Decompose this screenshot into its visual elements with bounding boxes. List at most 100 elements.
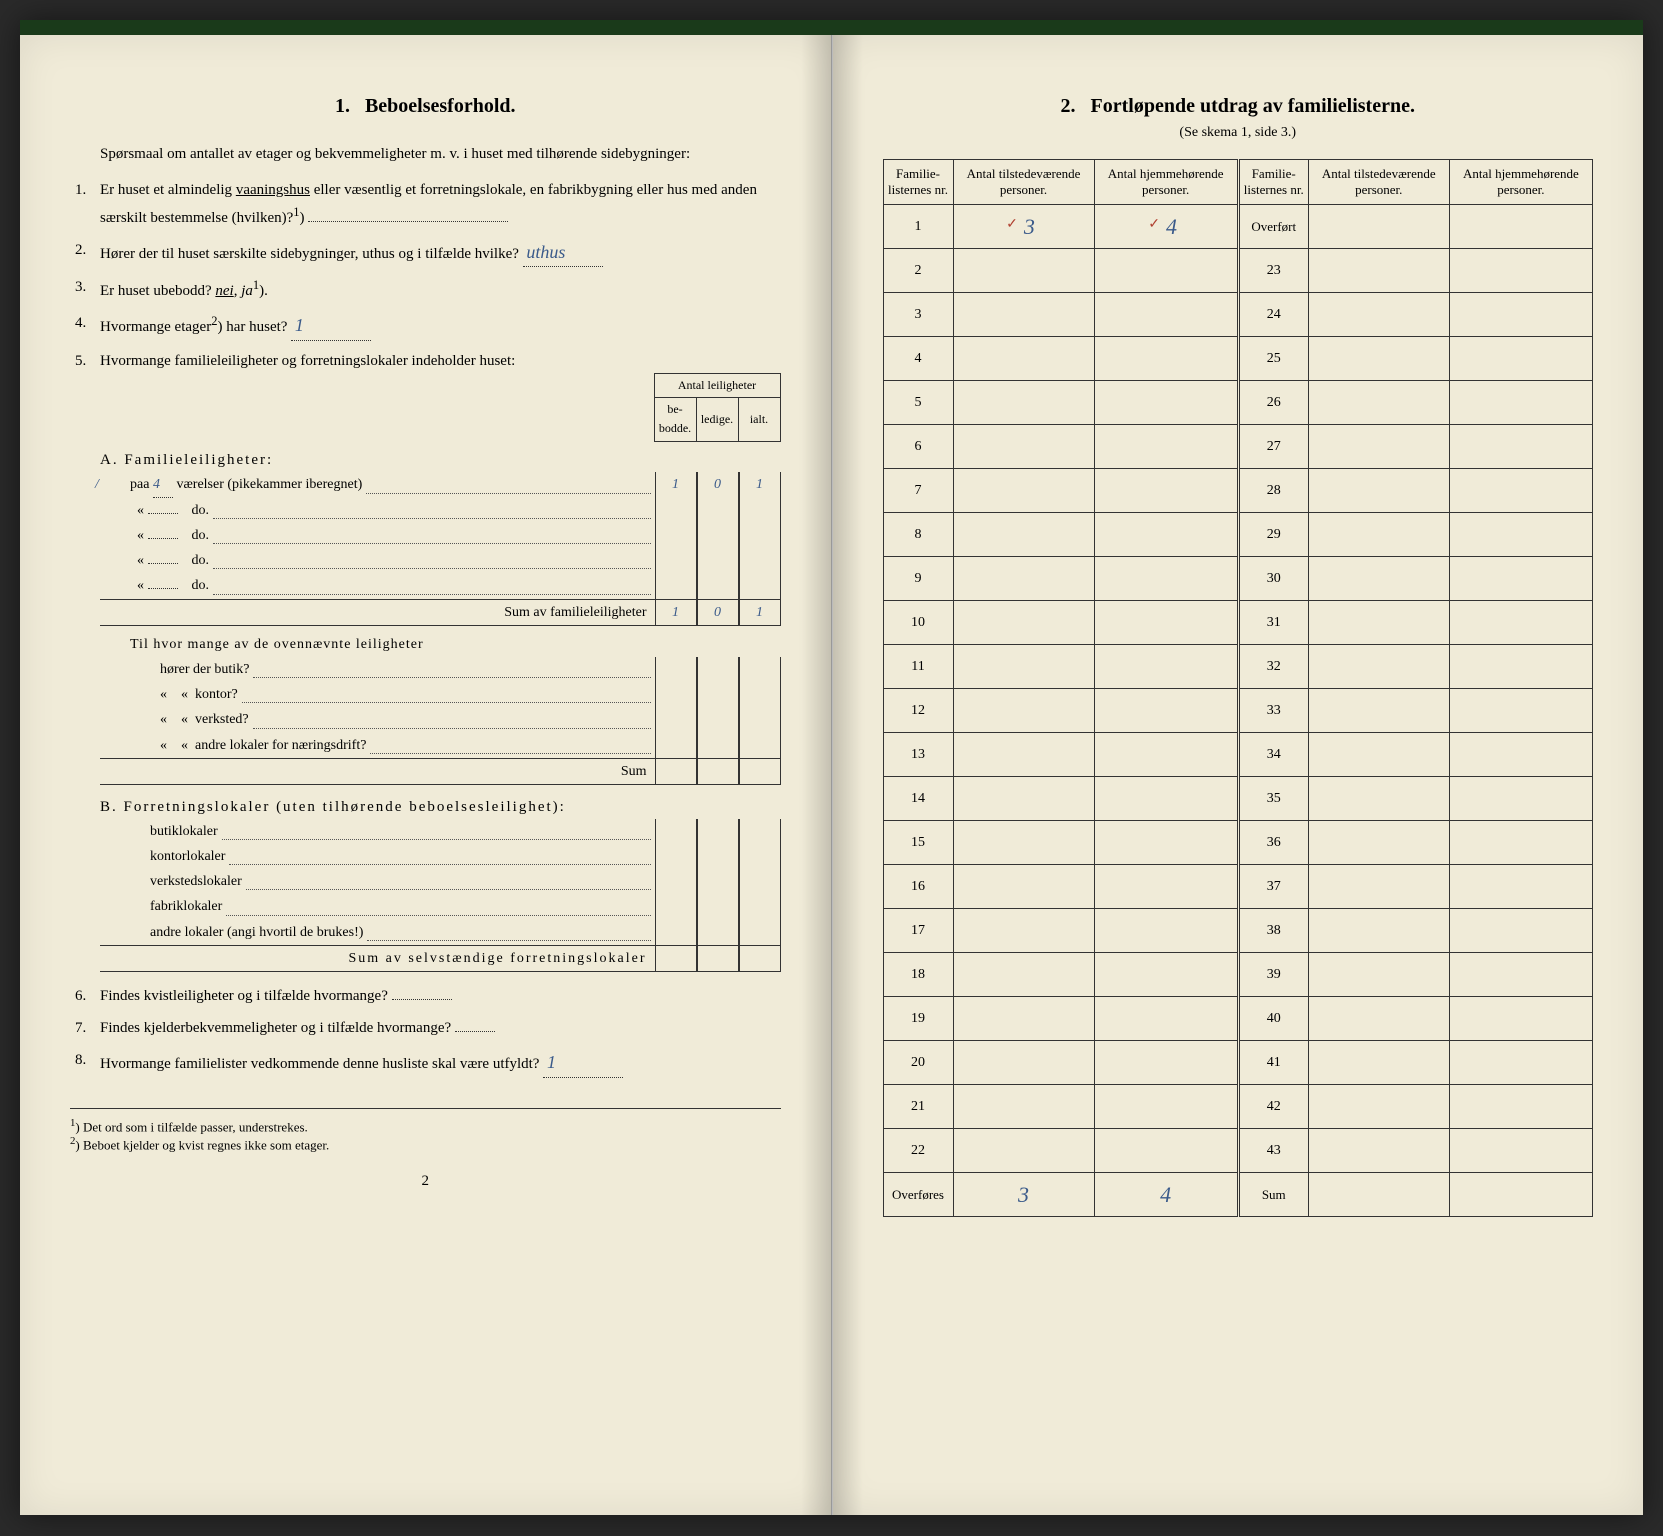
tilstede-cell-r <box>1308 513 1449 557</box>
hjemme-cell-r <box>1449 513 1592 557</box>
row-number-right: 31 <box>1238 601 1308 645</box>
tilstede-cell <box>953 337 1094 381</box>
th-col1: Familie-listernes nr. <box>883 160 953 205</box>
tilstede-cell-r <box>1308 1129 1449 1173</box>
b-fabrik-row: fabriklokaler <box>100 894 781 919</box>
q7-answer-field <box>455 1031 495 1032</box>
do: do. <box>192 503 210 518</box>
table-row: 425 <box>883 337 1593 381</box>
col-bebodde: be-bodde. <box>654 398 696 441</box>
row-number: 7 <box>883 469 953 513</box>
footnotes: 1) Det ord som i tilfælde passer, unders… <box>70 1108 781 1154</box>
row-a1-v2: 0 <box>697 472 739 498</box>
andre-row: « « andre lokaler for næringsdrift? <box>100 733 781 758</box>
table-row: 1738 <box>883 909 1593 953</box>
tilstede-cell-r <box>1308 601 1449 645</box>
fn1-text: Det ord som i tilfælde passer, understre… <box>83 1119 308 1134</box>
hjemme-cell: ✓4 <box>1094 205 1238 249</box>
hjemme-cell <box>1094 645 1238 689</box>
fn2-text: Beboet kjelder og kvist regnes ikke som … <box>83 1137 329 1152</box>
row-number-right: 38 <box>1238 909 1308 953</box>
do: do. <box>192 578 210 593</box>
q3-text: Er huset ubebodd? <box>100 283 212 299</box>
q4-num: 4. <box>75 311 86 335</box>
q4-answer: 1 <box>295 315 304 335</box>
table-row: 728 <box>883 469 1593 513</box>
sum-b <box>1449 1173 1592 1217</box>
hjemme-cell <box>1094 469 1238 513</box>
tilstede-cell <box>953 1129 1094 1173</box>
left-page-num: 2 <box>70 1173 781 1190</box>
book-spread: 1. Beboelsesforhold. Spørsmaal om antall… <box>20 20 1643 1515</box>
hjemme-cell <box>1094 425 1238 469</box>
row-number-right: 40 <box>1238 997 1308 1041</box>
sum-a-label: Sum av familieleiligheter <box>130 600 655 625</box>
table-row: 2041 <box>883 1041 1593 1085</box>
footnote-2: 2) Beboet kjelder og kvist regnes ikke s… <box>70 1135 781 1153</box>
q5-text: Hvormange familieleiligheter og forretni… <box>100 353 515 369</box>
ditto: « <box>137 553 144 568</box>
tilstede-cell-r <box>1308 293 1449 337</box>
overfores-b: 4 <box>1094 1173 1238 1217</box>
spine-shadow <box>833 35 863 1515</box>
row-a1-v1: 1 <box>655 472 697 498</box>
q5-content: Antal leiligheter be-bodde. ledige. ialt… <box>100 373 781 972</box>
tilstede-cell <box>953 425 1094 469</box>
hjemme-cell-r <box>1449 1085 1592 1129</box>
tilstede-cell <box>953 645 1094 689</box>
tilstede-cell-r <box>1308 733 1449 777</box>
col-ledige: ledige. <box>696 398 738 441</box>
row-number: 16 <box>883 865 953 909</box>
row-number: 1 <box>883 205 953 249</box>
tilstede-cell <box>953 909 1094 953</box>
q3-nei: nei <box>215 283 233 299</box>
sum-a <box>1308 1173 1449 1217</box>
row-number: 3 <box>883 293 953 337</box>
footnote-1: 1) Det ord som i tilfælde passer, unders… <box>70 1117 781 1135</box>
q8-text: Hvormange familielister vedkommende denn… <box>100 1056 539 1072</box>
til-hvor-row: Til hvor mange av de ovennævnte leilighe… <box>100 625 781 657</box>
row-number: 19 <box>883 997 953 1041</box>
hjemme-cell-r <box>1449 821 1592 865</box>
table-row: 930 <box>883 557 1593 601</box>
tilstede-cell: ✓3 <box>953 205 1094 249</box>
hjemme-cell-r <box>1449 997 1592 1041</box>
question-2: 2. Hører der til huset særskilte sidebyg… <box>100 238 781 268</box>
row-number: 6 <box>883 425 953 469</box>
row-number-right: 29 <box>1238 513 1308 557</box>
row-number-right: 24 <box>1238 293 1308 337</box>
do: do. <box>192 553 210 568</box>
row-number: 5 <box>883 381 953 425</box>
row-a2: « do. <box>100 498 781 523</box>
hjemme-cell <box>1094 1129 1238 1173</box>
th-col2: Antal tilstedeværende personer. <box>953 160 1094 205</box>
row-number: 18 <box>883 953 953 997</box>
q6-text: Findes kvistleiligheter og i tilfælde hv… <box>100 988 388 1004</box>
table-row: 1839 <box>883 953 1593 997</box>
tilstede-cell <box>953 381 1094 425</box>
b-kontor: kontorlokaler <box>130 844 225 869</box>
hjemme-cell <box>1094 997 1238 1041</box>
tilstede-cell <box>953 1041 1094 1085</box>
col-ialt: ialt. <box>738 398 780 441</box>
hjemme-cell-r <box>1449 953 1592 997</box>
b-kontor-row: kontorlokaler <box>100 844 781 869</box>
row-number-right: 32 <box>1238 645 1308 689</box>
row-a1-text: værelser (pikekammer iberegnet) <box>176 477 362 492</box>
hjemme-cell <box>1094 513 1238 557</box>
q3-sup: 1 <box>253 278 259 292</box>
row-number: 15 <box>883 821 953 865</box>
verksted: verksted? <box>195 712 249 727</box>
row-number-right: 26 <box>1238 381 1308 425</box>
table-row: 223 <box>883 249 1593 293</box>
q4-text-b: ) har huset? <box>217 319 287 335</box>
row-a1-v3: 1 <box>739 472 781 498</box>
hjemme-cell-r <box>1449 205 1592 249</box>
section-1-title: 1. Beboelsesforhold. <box>70 95 781 118</box>
hjemme-cell-r <box>1449 557 1592 601</box>
ditto: « <box>137 578 144 593</box>
q6-answer-field <box>392 999 452 1000</box>
row-number: 9 <box>883 557 953 601</box>
sum-b-label: Sum av selvstændige forretningslokaler <box>130 946 655 971</box>
row-number-right: 25 <box>1238 337 1308 381</box>
